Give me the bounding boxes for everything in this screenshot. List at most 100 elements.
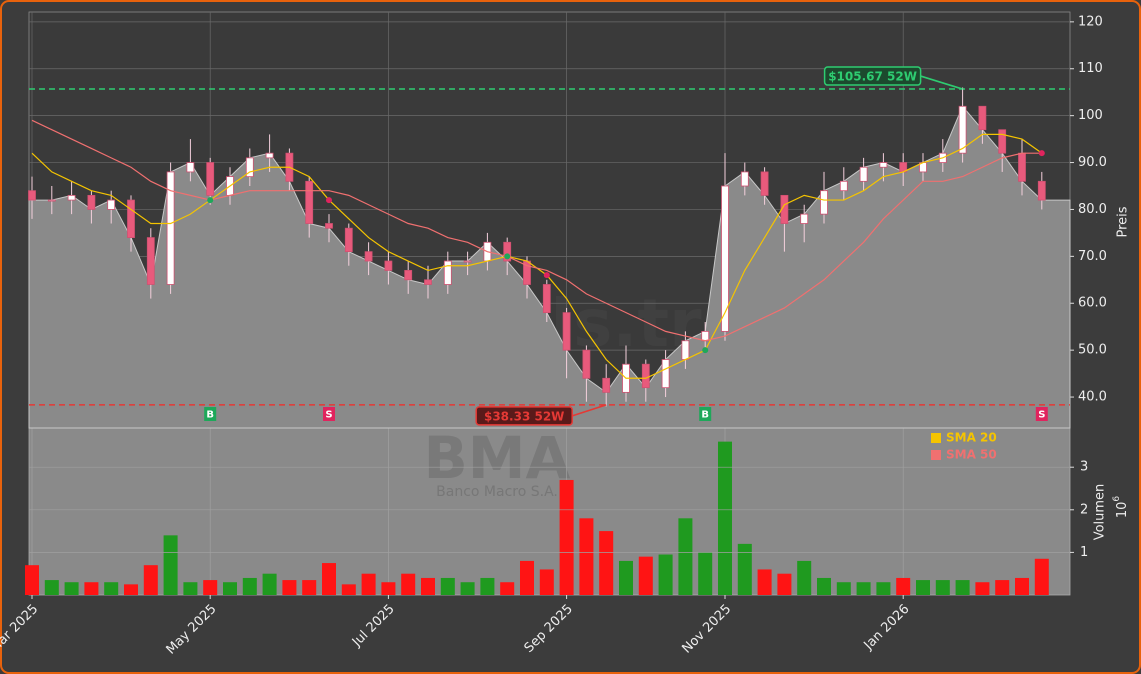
candle-body bbox=[384, 260, 393, 271]
annotation-box bbox=[475, 406, 573, 426]
signal-label: S bbox=[1038, 410, 1045, 421]
signal-box bbox=[204, 407, 217, 421]
candle-body bbox=[107, 199, 116, 210]
signal-dot bbox=[543, 272, 550, 279]
volume-bar bbox=[856, 582, 871, 595]
candle-body bbox=[146, 237, 155, 285]
volume-bar bbox=[935, 580, 950, 595]
volume-bar bbox=[183, 582, 198, 595]
candle-body bbox=[344, 227, 353, 253]
candle-body bbox=[978, 105, 987, 131]
signal-box bbox=[1035, 407, 1048, 421]
volume-bar bbox=[599, 531, 614, 595]
volume-bar bbox=[757, 569, 772, 595]
volume-bar bbox=[777, 573, 792, 595]
volume-bar bbox=[84, 582, 99, 595]
y-tick-label: 120 bbox=[1078, 14, 1103, 29]
volume-bar bbox=[638, 556, 653, 595]
volume-bar bbox=[539, 569, 554, 595]
y-tick-label: 3 bbox=[1080, 460, 1088, 475]
volume-bar bbox=[223, 582, 237, 595]
volume-bar bbox=[1015, 577, 1029, 595]
signal-dot bbox=[326, 197, 332, 204]
annotation-arrow bbox=[920, 75, 963, 90]
candle-body bbox=[127, 199, 135, 238]
volume-bar bbox=[817, 577, 831, 595]
volume-bar bbox=[955, 580, 970, 595]
volume-bar bbox=[480, 577, 495, 595]
candle-body bbox=[424, 279, 432, 285]
volume-bar bbox=[262, 573, 277, 595]
volume-bar bbox=[460, 582, 475, 595]
candle-body bbox=[879, 162, 888, 168]
y-axis-label: Volumen bbox=[1093, 484, 1108, 541]
volume-bar bbox=[421, 577, 435, 595]
volume-bar bbox=[836, 582, 851, 595]
annotation-box bbox=[823, 66, 922, 86]
candle-body bbox=[305, 180, 314, 224]
candle-body bbox=[443, 260, 452, 285]
candle-body bbox=[364, 251, 373, 262]
annotation-label: $38.33 52W bbox=[484, 409, 564, 423]
candle-body bbox=[87, 194, 96, 210]
candle-body bbox=[67, 194, 76, 201]
candle-body bbox=[1018, 152, 1026, 182]
volume-bar bbox=[797, 560, 812, 595]
volume-bar bbox=[203, 580, 218, 595]
y-tick-label: 1 bbox=[1080, 545, 1088, 560]
signal-label: B bbox=[206, 410, 214, 421]
candle-body bbox=[186, 162, 195, 173]
y-tick-label: 110 bbox=[1078, 61, 1103, 76]
volume-bar bbox=[124, 584, 138, 595]
volume-bar bbox=[302, 580, 317, 595]
candle-body bbox=[542, 284, 551, 314]
volume-bar bbox=[401, 573, 416, 595]
candle-body bbox=[503, 241, 512, 262]
volume-bar bbox=[698, 552, 713, 595]
y-tick-label: 60.0 bbox=[1078, 296, 1107, 311]
volume-bar bbox=[322, 563, 336, 595]
y-tick-label: 2 bbox=[1080, 502, 1088, 517]
candle-body bbox=[998, 129, 1007, 154]
axis-exponent: 106 bbox=[1112, 496, 1130, 519]
volume-bar bbox=[64, 582, 79, 595]
signal-label: B bbox=[701, 410, 709, 421]
candle-body bbox=[602, 377, 611, 393]
candle-body bbox=[206, 162, 215, 196]
candle-body bbox=[641, 363, 650, 389]
volume-bar bbox=[995, 580, 1010, 595]
candle-body bbox=[404, 270, 413, 281]
candle-body bbox=[582, 349, 591, 379]
volume-bar bbox=[282, 580, 297, 595]
candle-body bbox=[721, 185, 729, 332]
exponent-power: 6 bbox=[1112, 496, 1122, 502]
volume-bar bbox=[916, 580, 930, 595]
y-tick-label: 90.0 bbox=[1078, 155, 1107, 170]
volume-bar bbox=[619, 560, 633, 595]
candle-body bbox=[681, 340, 690, 360]
legend-label: SMA 20 bbox=[946, 431, 997, 445]
volume-bar bbox=[718, 441, 732, 595]
y-tick-label: 50.0 bbox=[1078, 343, 1107, 358]
candle-body bbox=[47, 199, 56, 202]
candle-body bbox=[839, 180, 848, 192]
annotation-arrow bbox=[571, 404, 607, 417]
candle-body bbox=[245, 157, 254, 178]
y-tick-label: 100 bbox=[1078, 108, 1103, 123]
volume-bar bbox=[341, 584, 356, 595]
volume-bar bbox=[737, 543, 752, 595]
y-axis-label: Preis bbox=[1116, 206, 1131, 237]
volume-bar bbox=[559, 479, 574, 595]
candle-body bbox=[463, 260, 472, 263]
candle-body bbox=[265, 152, 274, 159]
candle-body bbox=[325, 223, 333, 229]
volume-bar bbox=[440, 577, 455, 595]
legend-swatch bbox=[931, 433, 941, 443]
candle-body bbox=[859, 166, 868, 182]
volume-bar bbox=[381, 582, 396, 595]
y-tick-label: 80.0 bbox=[1078, 202, 1107, 217]
volume-bar bbox=[44, 580, 59, 595]
volume-bar bbox=[104, 582, 119, 595]
volume-bar bbox=[242, 577, 257, 595]
watermark-title: BMA bbox=[424, 424, 571, 492]
